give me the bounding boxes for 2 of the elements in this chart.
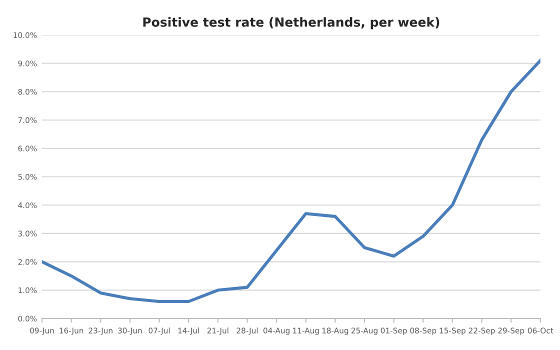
line-series (42, 58, 540, 304)
chart-title: Positive test rate (Netherlands, per week) (143, 17, 440, 30)
